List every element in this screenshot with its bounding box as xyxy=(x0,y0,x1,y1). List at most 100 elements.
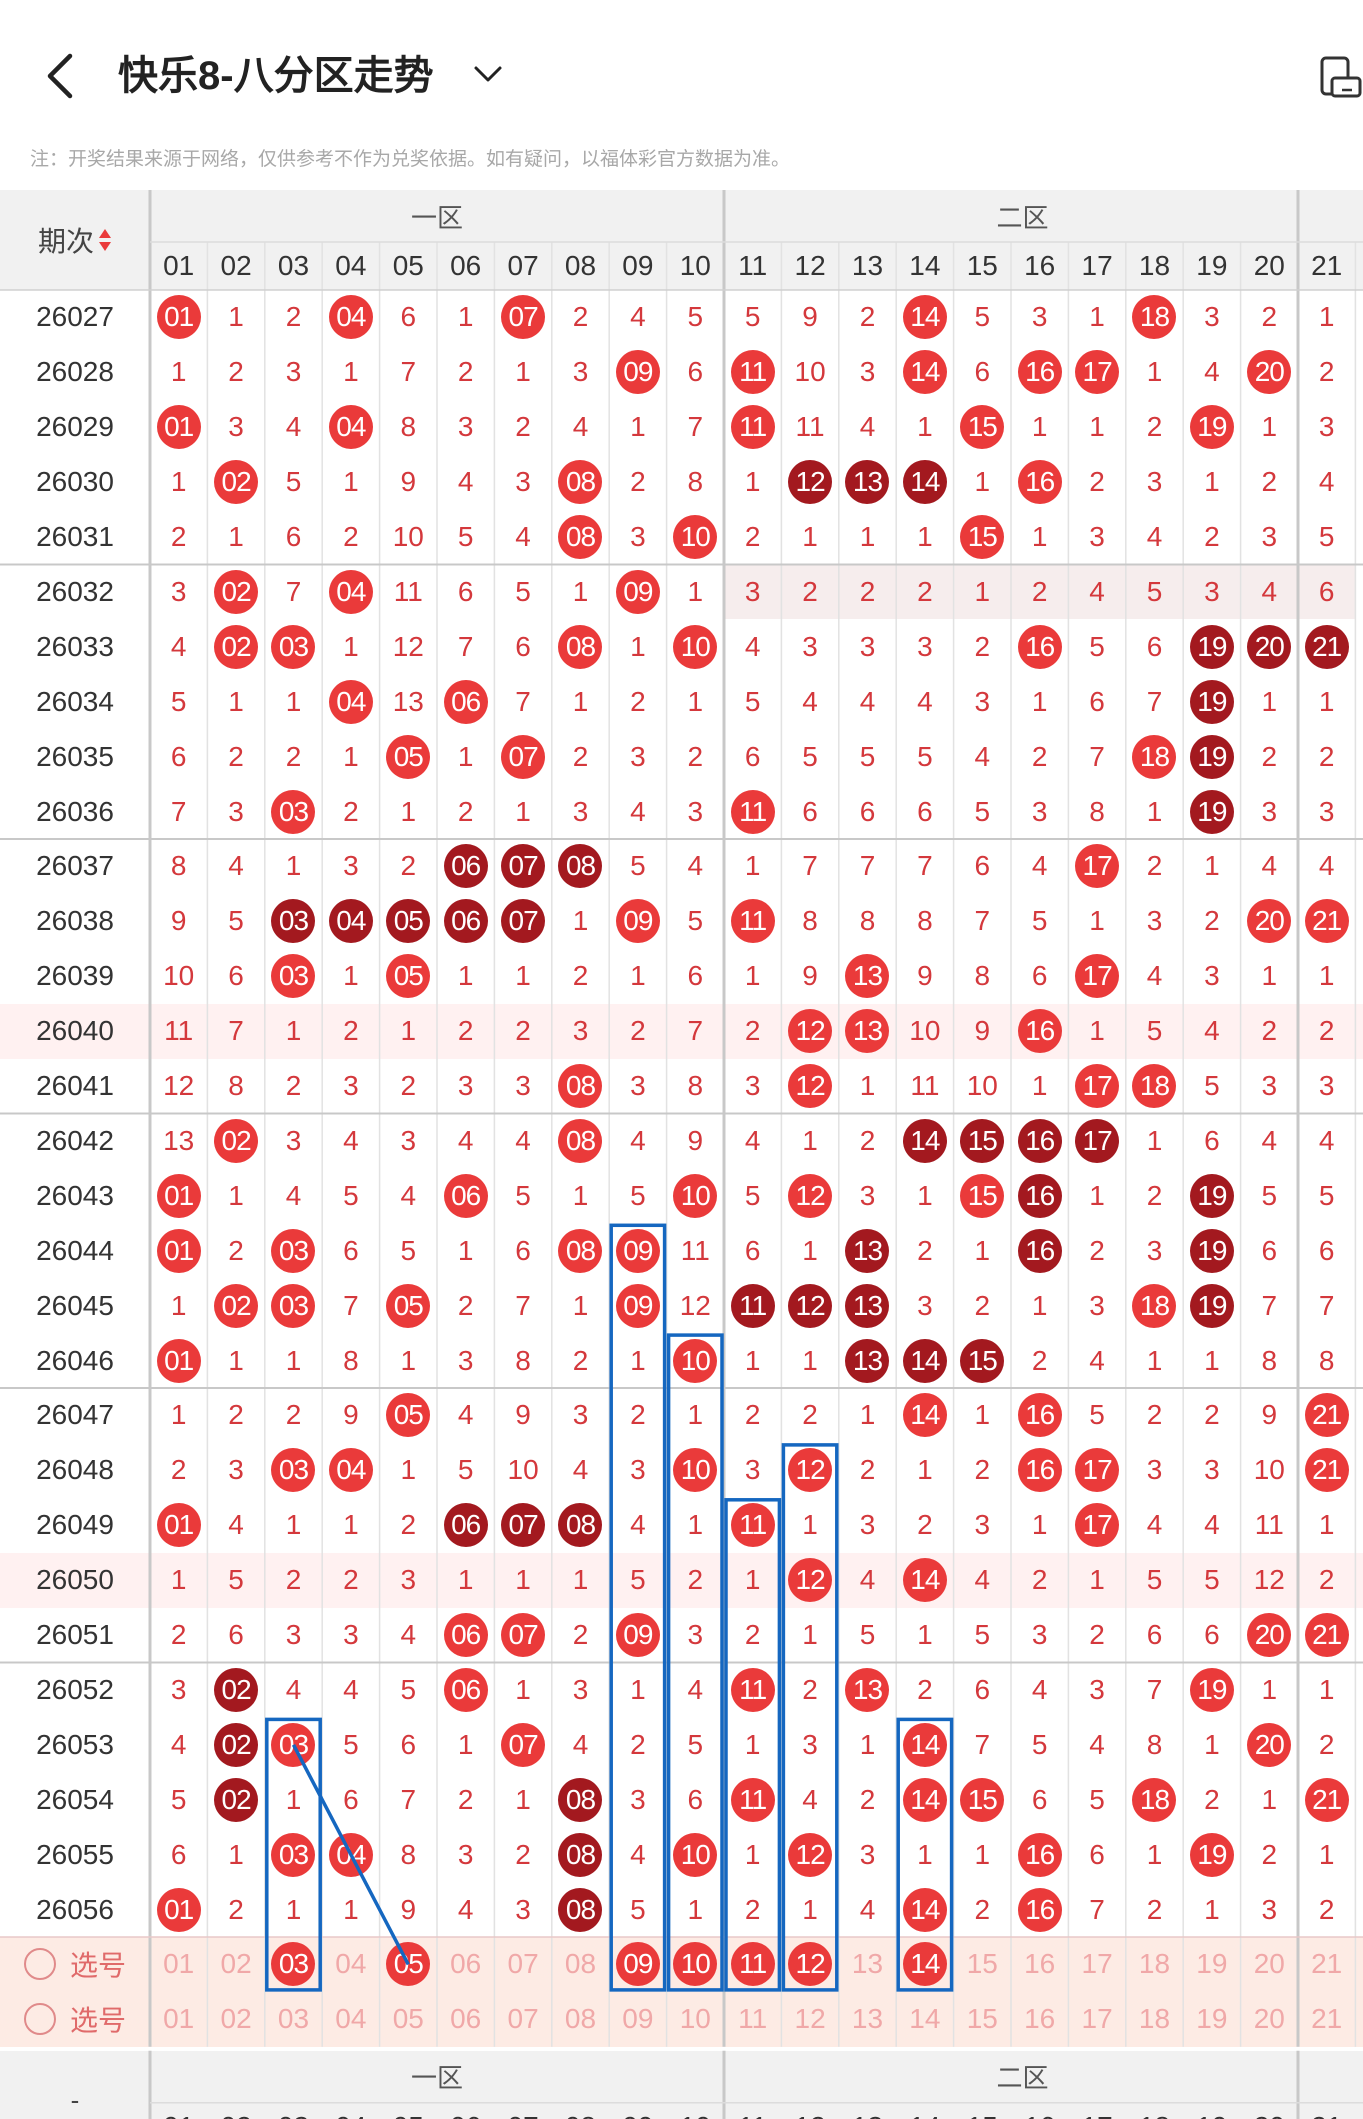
select-number[interactable]: 13 xyxy=(851,2003,884,2035)
selected-ball[interactable]: 12 xyxy=(788,1942,833,1987)
select-number[interactable]: 05 xyxy=(392,2003,424,2035)
select-number[interactable]: 21 xyxy=(1311,2003,1343,2035)
select-number[interactable]: 17 xyxy=(1081,1948,1113,1980)
column-header: 08 xyxy=(552,2103,609,2119)
select-number[interactable]: 20 xyxy=(1253,2003,1285,2035)
select-number[interactable]: 02 xyxy=(220,1948,252,1980)
miss-cell: 5 xyxy=(343,1179,359,1211)
period-header[interactable]: 期次 xyxy=(0,190,150,290)
period-cell: 26036 xyxy=(36,795,114,827)
select-number[interactable]: 03 xyxy=(265,1937,322,1992)
radio-circle-icon[interactable] xyxy=(23,1948,56,1981)
selected-ball[interactable]: 03 xyxy=(271,1942,316,1987)
column-header: 17 xyxy=(1081,250,1113,281)
select-number[interactable]: 18 xyxy=(1138,2003,1171,2035)
miss-cell: 2 xyxy=(917,1509,933,1541)
miss-cell: 4 xyxy=(400,1619,417,1651)
select-number[interactable]: 09 xyxy=(622,2003,654,2035)
miss-cell: 4 xyxy=(228,1509,244,1541)
select-number[interactable]: 16 xyxy=(1024,2003,1056,2035)
miss-cell: 4 xyxy=(687,1673,704,1705)
select-number[interactable]: 17 xyxy=(1081,2003,1113,2035)
miss-cell: 5 xyxy=(744,1179,761,1211)
select-number[interactable]: 06 xyxy=(450,2003,482,2035)
selected-ball[interactable]: 10 xyxy=(673,1942,718,1987)
select-number[interactable]: 11 xyxy=(724,1937,781,1992)
hit-cell: 21 xyxy=(1298,619,1355,674)
select-number[interactable]: 19 xyxy=(1196,1948,1228,1980)
select-number[interactable]: 13 xyxy=(851,1948,884,1980)
miss-cell: 6 xyxy=(285,521,302,553)
select-number[interactable]: 02 xyxy=(220,2003,252,2035)
select-number[interactable]: 04 xyxy=(335,1948,367,1980)
select-row-toggle[interactable]: 选号 xyxy=(0,1937,150,1992)
select-number[interactable]: 10 xyxy=(667,1937,724,1992)
select-number[interactable]: 14 xyxy=(896,1937,953,1992)
select-number[interactable]: 19 xyxy=(1196,2003,1228,2035)
hit-cell: 16 xyxy=(1011,1223,1068,1278)
row-stripe xyxy=(0,1003,1363,1059)
hit-cell: 11 xyxy=(724,1663,781,1718)
miss-cell: 2 xyxy=(859,1454,876,1486)
period-cell: 26029 xyxy=(36,411,114,443)
hit-cell: 16 xyxy=(1011,1882,1068,1937)
select-number[interactable]: 15 xyxy=(966,2003,998,2035)
select-number[interactable]: 08 xyxy=(564,1948,597,1980)
radio-circle-icon[interactable] xyxy=(23,2003,56,2036)
miss-cell: 3 xyxy=(457,1838,474,1870)
select-number[interactable]: 07 xyxy=(507,1948,539,1980)
select-number[interactable]: 15 xyxy=(966,1948,998,1980)
select-number[interactable]: 21 xyxy=(1311,1948,1343,1980)
select-number[interactable]: 11 xyxy=(738,2003,768,2035)
select-number[interactable]: 06 xyxy=(450,1948,482,1980)
select-row-toggle[interactable]: 选号 xyxy=(0,1992,150,2047)
select-number[interactable]: 07 xyxy=(507,2003,539,2035)
screen-rotate-icon[interactable] xyxy=(1318,54,1362,100)
miss-cell: 3 xyxy=(859,1838,876,1870)
select-number[interactable]: 10 xyxy=(679,2003,711,2035)
selected-ball[interactable]: 14 xyxy=(902,1942,947,1987)
select-number[interactable]: 03 xyxy=(277,2003,310,2035)
consecutive-ball: 02 xyxy=(214,1667,259,1712)
miss-cell: 4 xyxy=(572,1454,589,1486)
number-ball: 11 xyxy=(730,350,775,395)
column-header: 21 xyxy=(1311,250,1343,281)
select-number[interactable]: 20 xyxy=(1253,1948,1285,1980)
select-number[interactable]: 12 xyxy=(781,1937,838,1992)
select-number[interactable]: 16 xyxy=(1024,1948,1056,1980)
miss-cell: 4 xyxy=(917,685,933,717)
miss-cell: 4 xyxy=(170,1728,187,1760)
select-number[interactable]: 09 xyxy=(609,1937,666,1992)
sort-updown-icon[interactable] xyxy=(98,228,112,252)
miss-cell: 1 xyxy=(515,356,531,388)
selected-ball[interactable]: 11 xyxy=(730,1942,775,1987)
hit-cell: 08 xyxy=(552,455,609,510)
hit-cell: 05 xyxy=(380,1388,437,1443)
hit-cell: 17 xyxy=(1068,949,1125,1004)
miss-cell: 2 xyxy=(744,1399,761,1431)
select-number[interactable]: 14 xyxy=(909,2003,941,2035)
chevron-down-icon[interactable] xyxy=(470,56,506,92)
number-ball: 17 xyxy=(1075,350,1120,395)
select-number[interactable]: 05 xyxy=(380,1937,437,1992)
column-header: 04 xyxy=(322,2103,379,2119)
selected-ball[interactable]: 05 xyxy=(386,1942,431,1987)
miss-cell: 7 xyxy=(400,356,417,388)
hit-cell: 15 xyxy=(954,1168,1011,1223)
column-header: 11 xyxy=(738,250,768,281)
select-number[interactable]: 08 xyxy=(564,2003,597,2035)
miss-cell: 5 xyxy=(630,1893,646,1925)
chevron-left-icon[interactable] xyxy=(40,48,80,104)
select-number[interactable]: 01 xyxy=(163,1948,195,1980)
select-number[interactable]: 12 xyxy=(794,2003,826,2035)
hit-cell: 07 xyxy=(494,839,551,894)
miss-cell: 3 xyxy=(572,356,589,388)
column-header: 12 xyxy=(794,250,826,281)
select-number[interactable]: 04 xyxy=(335,2003,367,2035)
select-number[interactable]: 01 xyxy=(163,2003,195,2035)
selected-ball[interactable]: 09 xyxy=(615,1942,660,1987)
select-number[interactable]: 18 xyxy=(1138,1948,1171,1980)
miss-cell: 1 xyxy=(1261,1783,1278,1815)
miss-cell: 3 xyxy=(1261,1070,1278,1102)
miss-cell: 3 xyxy=(170,575,187,607)
